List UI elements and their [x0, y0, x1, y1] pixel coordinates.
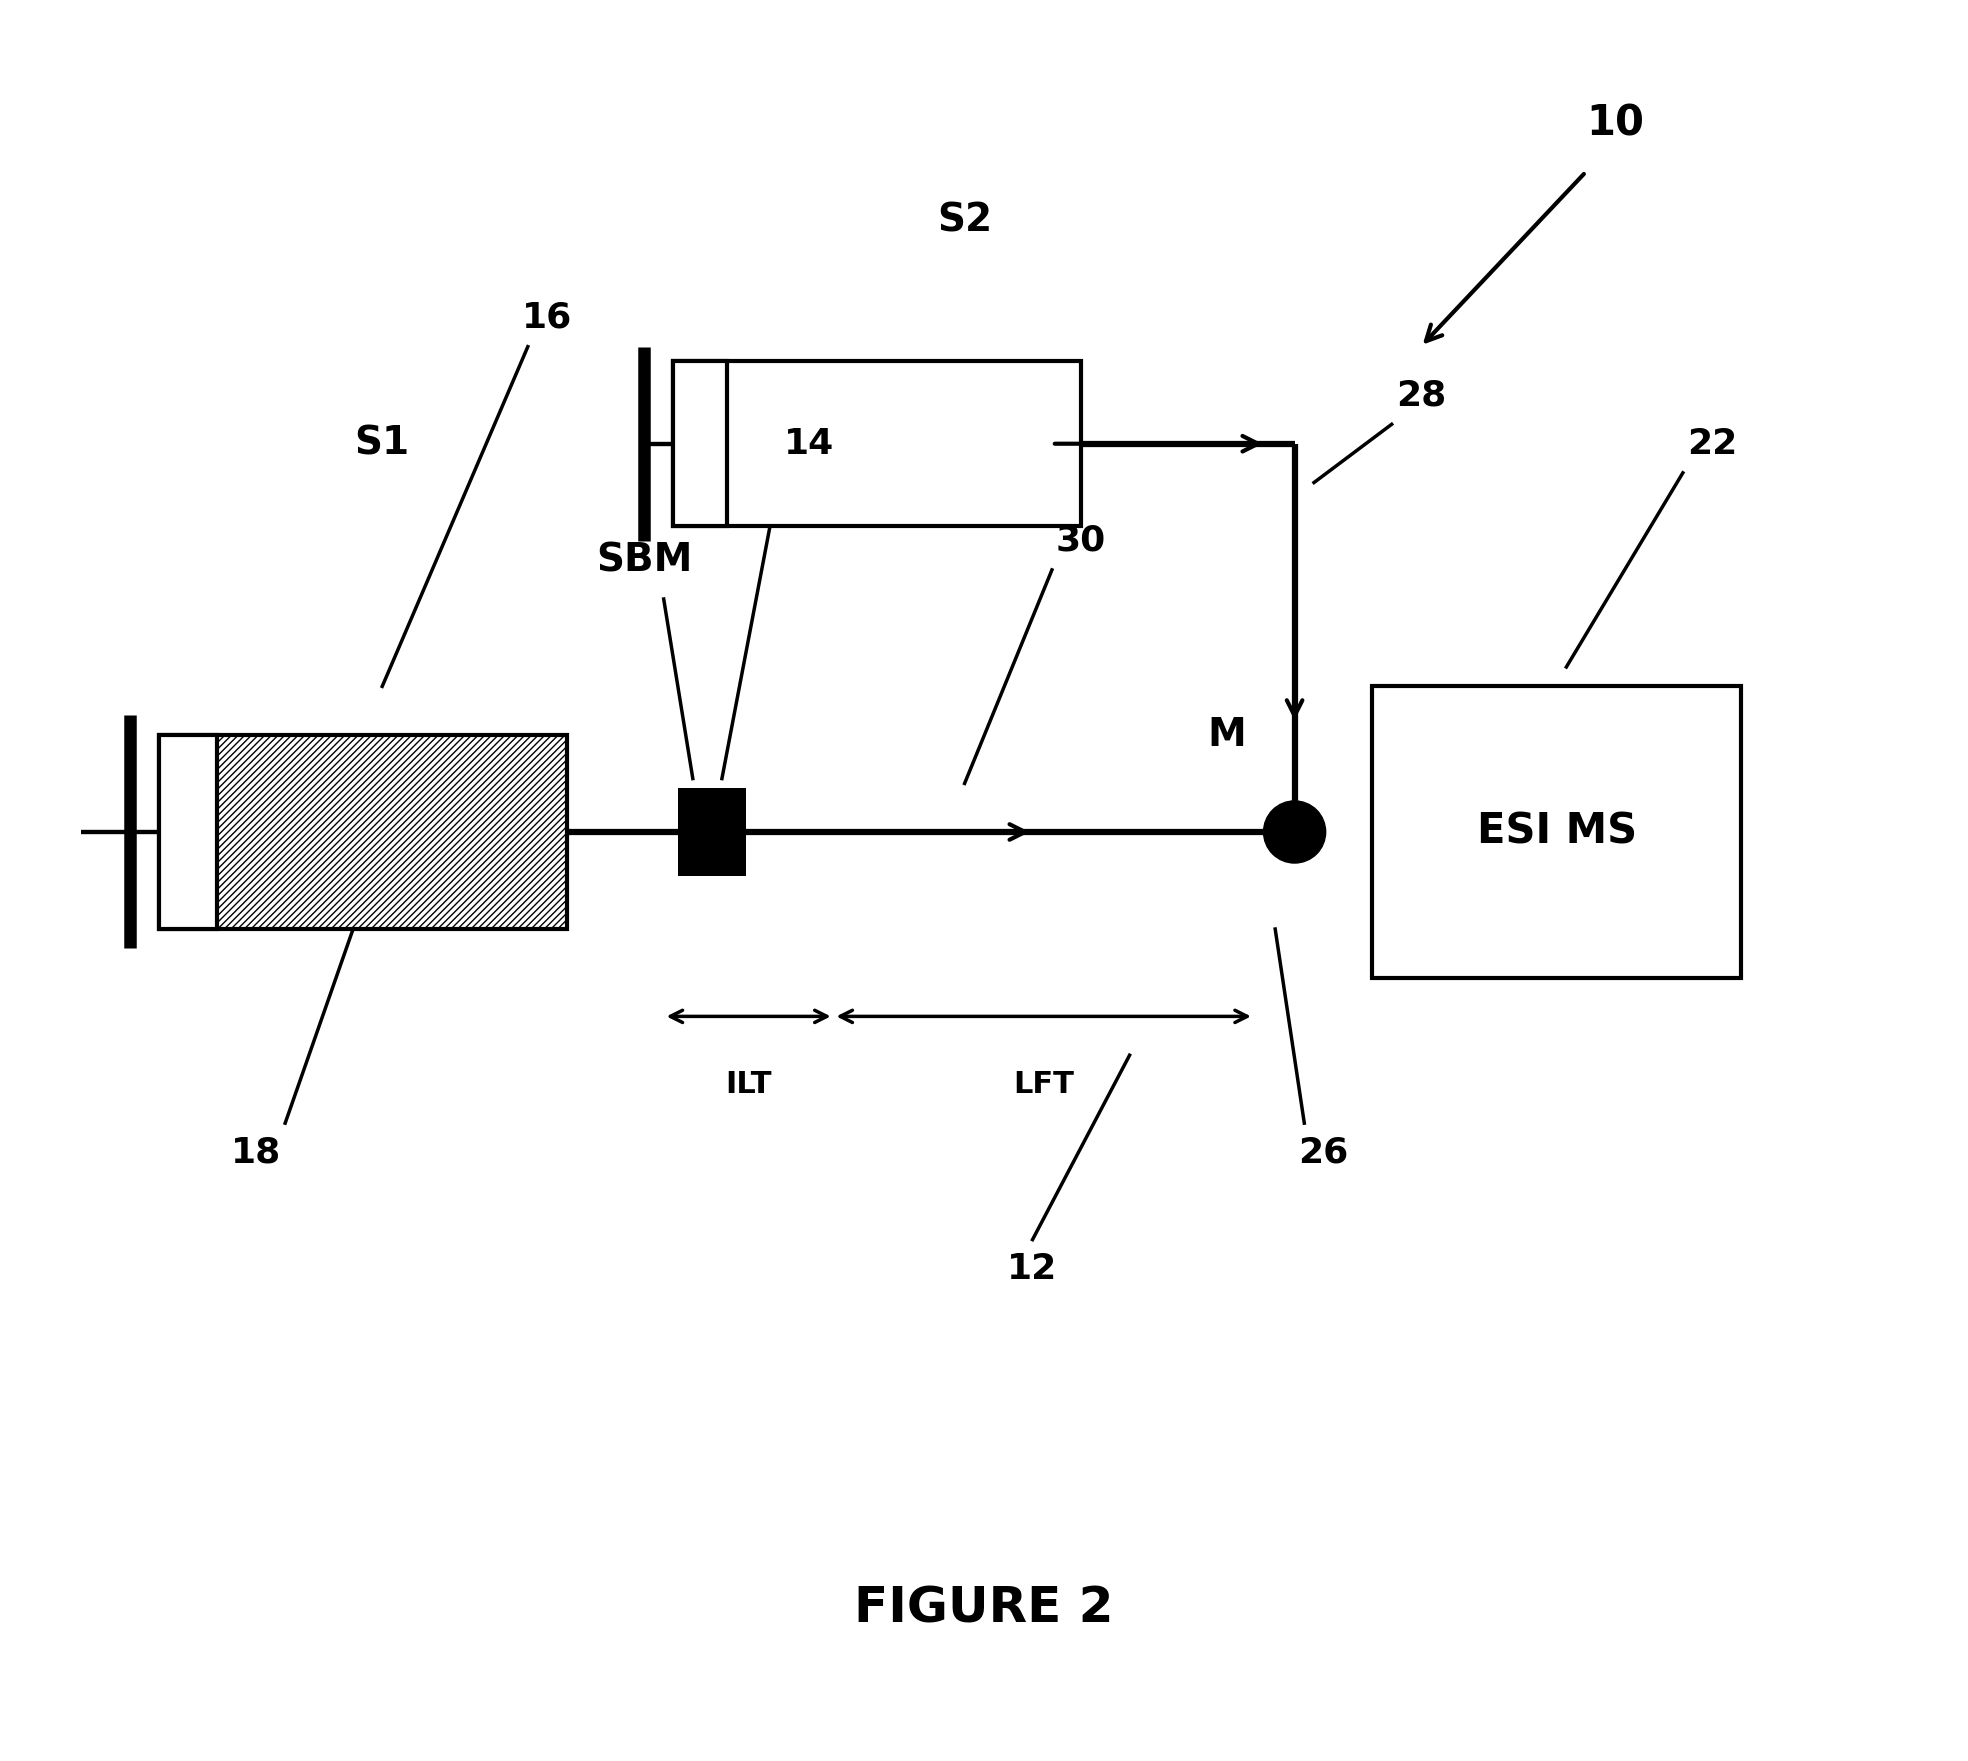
Bar	[679, 789, 746, 875]
Bar	[159, 734, 567, 930]
Text: FIGURE 2: FIGURE 2	[854, 1585, 1114, 1632]
Text: 30: 30	[1057, 523, 1106, 558]
Text: SBM: SBM	[596, 541, 693, 579]
Text: S1: S1	[354, 424, 409, 463]
Text: ILT: ILT	[726, 1069, 771, 1099]
Text: 22: 22	[1687, 426, 1738, 461]
Text: LFT: LFT	[1014, 1069, 1075, 1099]
Bar	[159, 734, 216, 930]
Text: 14: 14	[783, 426, 834, 461]
Bar	[673, 361, 726, 527]
Text: 26: 26	[1299, 1136, 1348, 1169]
Text: M: M	[1206, 717, 1246, 754]
Text: 28: 28	[1395, 379, 1446, 412]
Circle shape	[1263, 801, 1326, 863]
Text: 10: 10	[1586, 102, 1643, 144]
Text: 18: 18	[230, 1136, 281, 1169]
Text: S2: S2	[937, 201, 992, 239]
Text: 12: 12	[1008, 1252, 1057, 1286]
Bar	[673, 361, 1080, 527]
Bar	[1372, 687, 1742, 977]
Text: ESI MS: ESI MS	[1476, 812, 1637, 852]
Text: 16: 16	[522, 301, 573, 335]
